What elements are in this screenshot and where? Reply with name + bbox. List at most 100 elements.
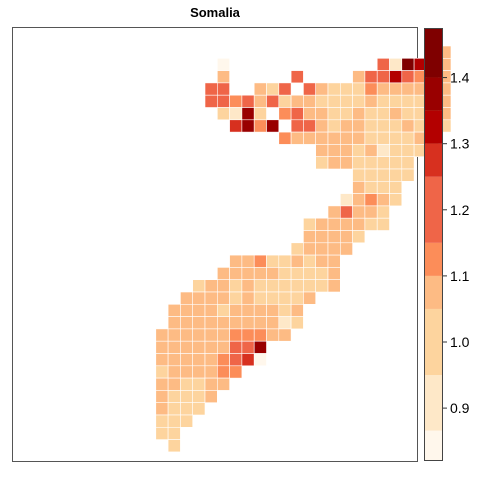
grid-cell — [180, 365, 193, 379]
grid-cell — [339, 156, 353, 170]
grid-cell — [167, 402, 181, 416]
grid-cell — [315, 94, 329, 108]
grid-cell — [327, 254, 341, 268]
grid-cell — [315, 230, 329, 244]
grid-cell — [204, 291, 218, 305]
grid-cell — [376, 107, 390, 121]
grid-cell — [290, 119, 304, 133]
grid-cell — [303, 107, 316, 121]
grid-cell — [339, 230, 353, 244]
grid-cell — [352, 156, 366, 170]
grid-cell — [253, 303, 267, 317]
grid-cell — [303, 217, 316, 231]
grid-cell — [278, 303, 292, 317]
grid-cell — [290, 316, 304, 330]
grid-cell — [167, 414, 181, 428]
grid-cell — [303, 254, 316, 268]
grid-cell — [327, 131, 341, 145]
grid-cell — [204, 328, 218, 342]
grid-cell — [376, 181, 390, 194]
grid-cell — [266, 279, 280, 293]
grid-cell — [217, 377, 230, 391]
grid-cell — [180, 316, 193, 330]
grid-cell — [376, 193, 390, 207]
grid-cell — [315, 119, 329, 133]
grid-cell — [241, 279, 255, 293]
grid-cell — [266, 328, 280, 342]
grid-cell — [167, 426, 181, 440]
colorbar-bin — [424, 275, 443, 309]
grid-cell — [339, 193, 353, 207]
grid-cell — [229, 119, 243, 133]
grid-cell — [155, 353, 169, 367]
grid-cell — [241, 353, 255, 367]
grid-cell — [364, 156, 378, 170]
grid-cell — [229, 353, 243, 367]
grid-cell — [167, 377, 181, 391]
grid-cell — [401, 82, 415, 96]
grid-cell — [278, 94, 292, 108]
grid-cell — [241, 291, 255, 305]
grid-cell — [376, 119, 390, 133]
grid-cell — [167, 439, 181, 453]
grid-cell — [241, 303, 255, 317]
grid-cell — [339, 94, 353, 108]
grid-cell — [401, 70, 415, 84]
grid-cell — [253, 328, 267, 342]
grid-cell — [315, 156, 329, 170]
grid-cell — [167, 303, 181, 317]
grid-cell — [204, 340, 218, 354]
grid-cell — [155, 390, 169, 403]
grid-cell — [327, 94, 341, 108]
colorbar-frame — [424, 28, 443, 461]
grid-cell — [217, 291, 230, 305]
grid-cell — [192, 340, 206, 354]
grid-cell — [376, 205, 390, 219]
grid-cell — [241, 94, 255, 108]
grid-cell — [352, 119, 366, 133]
colorbar-ticks: 0.9 1.0 1.1 1.2 1.3 1.4 — [443, 70, 470, 416]
grid-cell — [401, 156, 415, 170]
grid-cell — [155, 377, 169, 391]
grid-cell — [278, 316, 292, 330]
grid-cell — [364, 181, 378, 194]
grid-cell — [180, 328, 193, 342]
grid-cell — [327, 279, 341, 293]
grid-cell — [167, 328, 181, 342]
grid-cell — [204, 390, 218, 403]
grid-cell — [389, 156, 403, 170]
grid-cell — [253, 119, 267, 133]
grid-cell — [315, 107, 329, 121]
grid-cell — [155, 414, 169, 428]
grid-cell — [352, 82, 366, 96]
grid-cell — [364, 70, 378, 84]
grid-cell — [278, 82, 292, 96]
grid-cell — [290, 131, 304, 145]
grid-cell — [303, 119, 316, 133]
grid-cell — [192, 402, 206, 416]
grid-cell — [155, 402, 169, 416]
grid-cell — [376, 94, 390, 108]
grid-cell — [339, 119, 353, 133]
grid-cell — [180, 291, 193, 305]
grid-cell — [229, 365, 243, 379]
grid-cell — [278, 107, 292, 121]
colorbar-bin — [424, 176, 443, 243]
grid-cell — [278, 267, 292, 280]
grid-cell — [327, 107, 341, 121]
grid-cell — [253, 316, 267, 330]
grid-cell — [339, 144, 353, 157]
grid-cell — [389, 70, 403, 84]
grid-cell — [389, 168, 403, 182]
grid-cell — [253, 291, 267, 305]
grid-cell — [327, 205, 341, 219]
grid-cell — [315, 144, 329, 157]
colorbar-bin — [424, 242, 443, 276]
grid-cell — [180, 340, 193, 354]
grid-cell — [217, 82, 230, 96]
grid-cell — [180, 377, 193, 391]
grid-cell — [204, 353, 218, 367]
grid-cell — [192, 316, 206, 330]
grid-cell — [376, 70, 390, 84]
grid-cell — [204, 82, 218, 96]
